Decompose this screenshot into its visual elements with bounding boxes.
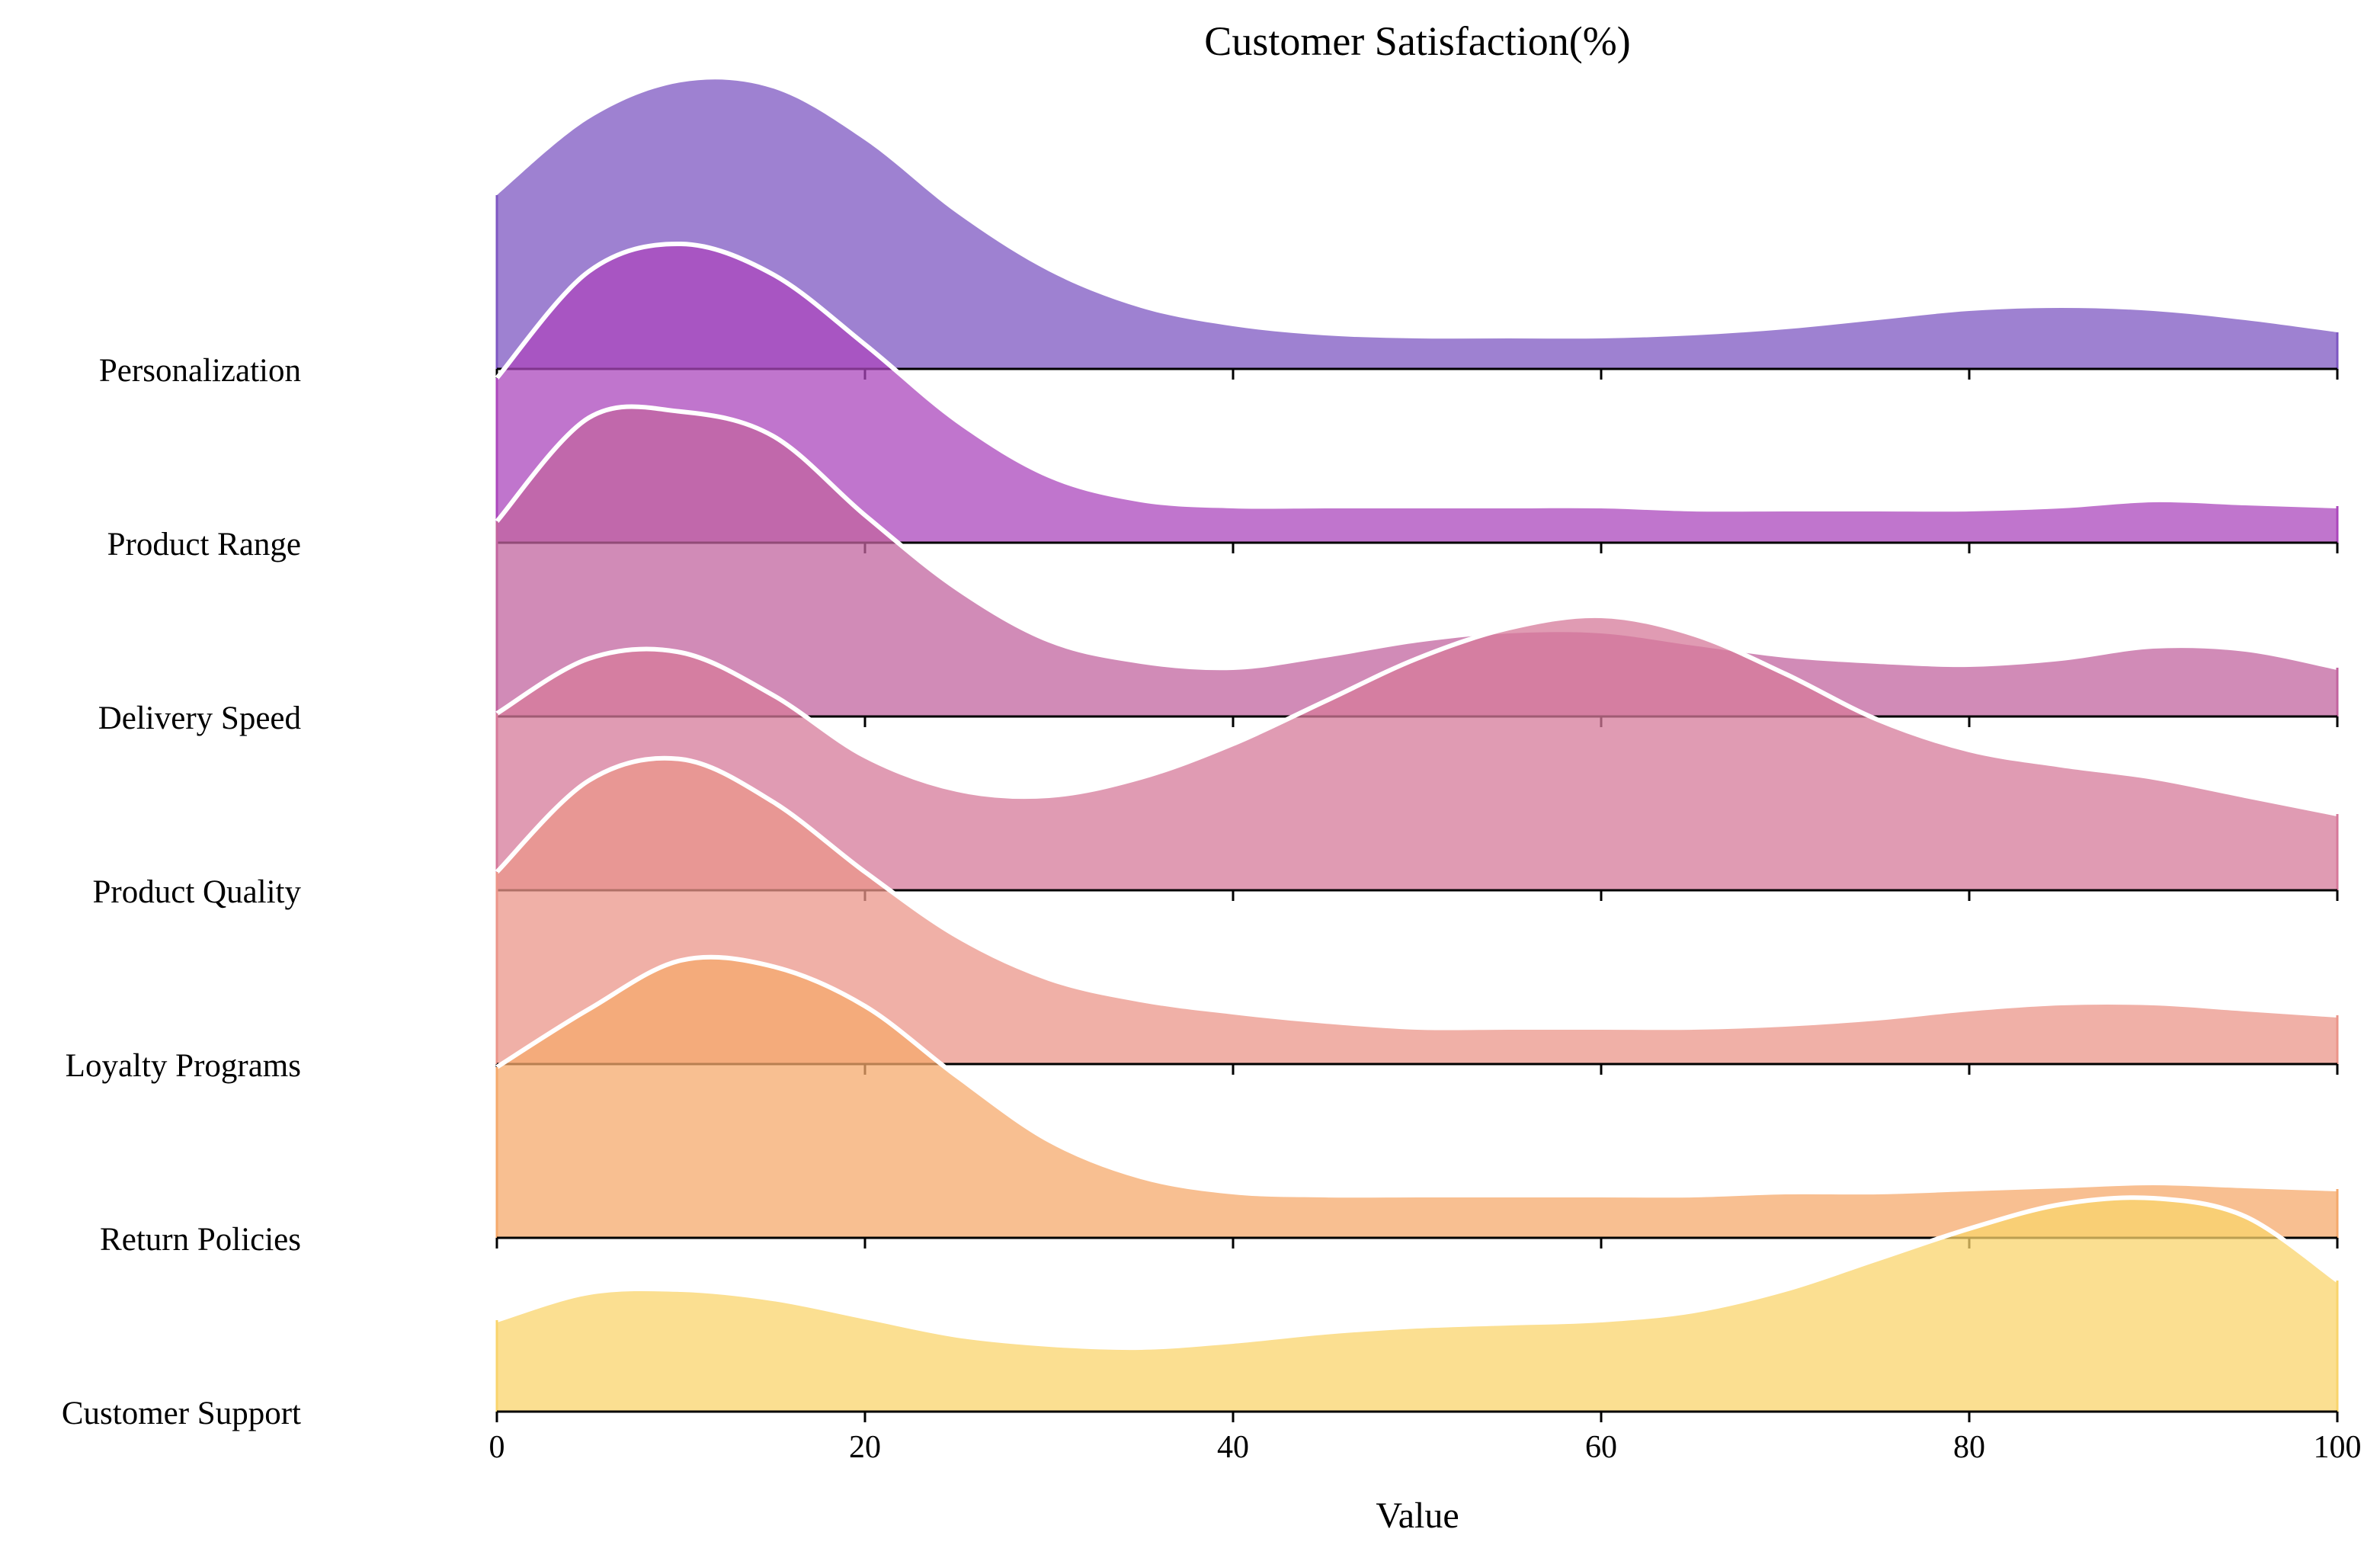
ridge-area-customer-support — [497, 1197, 2337, 1412]
ridge-outline-customer-support — [496, 1195, 2339, 1351]
ridge-delivery-speed: Delivery Speed — [98, 404, 2339, 736]
ridge-outline-return-policies — [495, 954, 2338, 1198]
ridge-customer-support: Customer Support — [62, 1195, 2339, 1431]
x-tick-label: 80 — [1953, 1430, 1985, 1465]
ridge-area-product-range — [497, 243, 2337, 543]
chart-title: Customer Satisfaction(%) — [1204, 18, 1630, 64]
x-axis-label: Value — [1376, 1495, 1459, 1536]
x-axis: 0 20 40 60 80 100 — [489, 1412, 2362, 1465]
ridge-product-quality: Product Quality — [93, 613, 2339, 910]
x-tick-label: 20 — [849, 1430, 881, 1465]
ridge-area-personalization — [497, 79, 2337, 369]
x-tick-label: 40 — [1217, 1430, 1249, 1465]
ridge-area-delivery-speed — [497, 406, 2337, 716]
ridge-label-product-quality: Product Quality — [93, 874, 302, 910]
ridge-label-delivery-speed: Delivery Speed — [98, 700, 301, 736]
ridge-outline-product-quality — [495, 613, 2338, 816]
ridge-area-loyalty-programs — [497, 758, 2337, 1064]
ridge-personalization: Personalization — [99, 79, 2339, 389]
ridge-label-return-policies: Return Policies — [100, 1222, 301, 1258]
ridge-label-loyalty-programs: Loyalty Programs — [66, 1048, 301, 1084]
x-tick-label: 0 — [489, 1430, 505, 1465]
ridge-label-product-range: Product Range — [107, 527, 301, 563]
ridge-area-return-policies — [497, 957, 2337, 1238]
ridge-label-customer-support: Customer Support — [62, 1396, 301, 1431]
ridge-return-policies: Return Policies — [100, 954, 2339, 1258]
ridge-area-product-quality — [497, 615, 2337, 890]
ridge-outline-loyalty-programs — [495, 755, 2338, 1031]
ridge-outline-product-range — [495, 241, 2338, 512]
x-tick-label: 100 — [2314, 1430, 2362, 1465]
ridge-product-range: Product Range — [107, 241, 2339, 563]
ridge-label-personalization: Personalization — [99, 353, 301, 389]
ridges-layer: Personalization Product Range Delivery Spe… — [62, 79, 2339, 1431]
ridge-outline-delivery-speed — [495, 404, 2338, 671]
x-tick-label: 60 — [1585, 1430, 1617, 1465]
